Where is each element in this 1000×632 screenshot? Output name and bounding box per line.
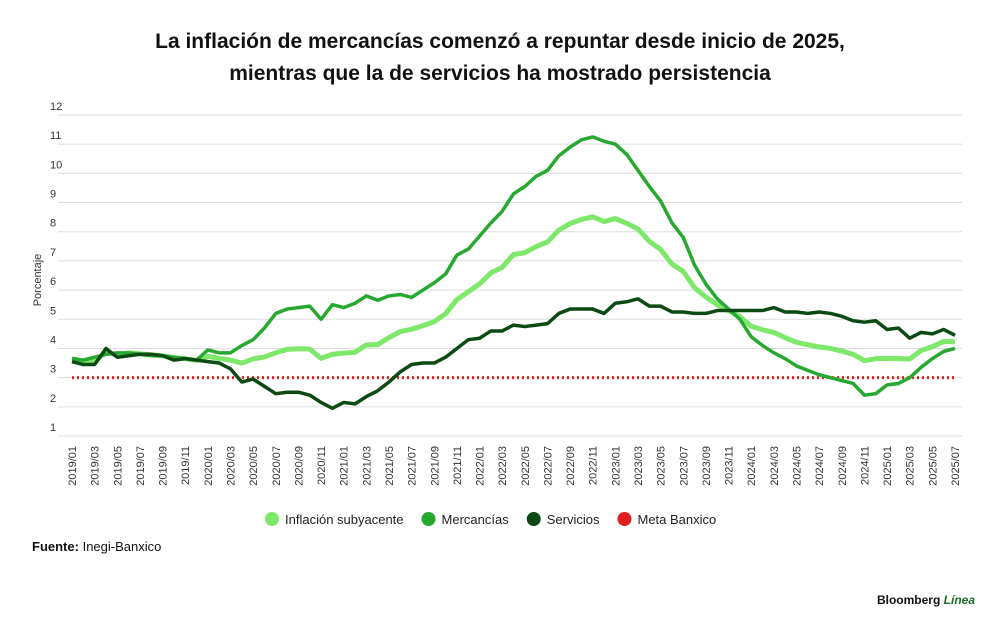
- y-tick-label: 1: [50, 422, 56, 434]
- y-tick-label: 2: [50, 393, 56, 405]
- x-tick-label: 2020/03: [225, 446, 237, 486]
- x-tick-label: 2024/09: [837, 446, 849, 486]
- x-tick-label: 2019/09: [158, 446, 170, 486]
- x-tick-label: 2022/09: [565, 446, 577, 486]
- legend-marker: [526, 512, 541, 526]
- y-tick-label: 11: [50, 130, 61, 142]
- y-tick-label: 9: [50, 189, 56, 201]
- x-tick-label: 2023/01: [610, 446, 622, 486]
- y-tick-label: 4: [50, 334, 56, 346]
- x-tick-label: 2024/05: [792, 446, 804, 486]
- brand-name: Bloomberg: [877, 593, 940, 607]
- x-tick-label: 2023/05: [656, 446, 668, 486]
- y-tick-label: 8: [50, 218, 56, 230]
- x-tick-label: 2025/03: [905, 446, 917, 486]
- x-tick-label: 2020/01: [203, 446, 215, 486]
- legend-label: Mercancías: [442, 512, 510, 527]
- x-tick-label: 2020/07: [271, 446, 283, 486]
- y-tick-label: 3: [50, 364, 56, 376]
- y-tick-label: 5: [50, 305, 56, 317]
- x-tick-label: 2019/03: [90, 446, 102, 486]
- x-tick-label: 2021/07: [407, 446, 419, 486]
- series-line: [71, 297, 956, 411]
- legend-label: Inflación subyacente: [285, 512, 404, 527]
- x-tick-label: 2025/07: [950, 446, 962, 486]
- legend: Inflación subyacente Mercancías Servicios M…: [265, 512, 716, 527]
- brand-logo: Bloomberg Línea: [877, 593, 975, 607]
- x-tick-label: 2024/11: [859, 446, 871, 485]
- x-tick-label: 2022/11: [588, 446, 600, 485]
- x-tick-label: 2022/01: [475, 446, 487, 486]
- x-tick-label: 2025/01: [882, 446, 894, 486]
- x-tick-label: 2021/05: [384, 446, 396, 486]
- x-tick-label: 2021/01: [339, 446, 351, 486]
- x-tick-label: 2022/07: [542, 446, 554, 486]
- x-tick-label: 2019/05: [112, 446, 124, 486]
- x-tick-label: 2025/05: [927, 446, 939, 486]
- x-tick-label: 2021/03: [361, 446, 373, 486]
- x-tick-label: 2024/03: [769, 446, 781, 486]
- x-tick-label: 2019/01: [67, 446, 79, 486]
- x-tick-label: 2021/11: [452, 446, 464, 485]
- series-line: [71, 135, 956, 397]
- y-tick-label: 6: [50, 276, 56, 288]
- y-tick-label: 10: [50, 159, 62, 171]
- y-axis-label: Porcentaje: [32, 254, 44, 307]
- legend-label: Servicios: [547, 512, 600, 527]
- y-tick-label: 7: [50, 247, 56, 259]
- x-tick-label: 2021/09: [429, 446, 441, 486]
- x-tick-label: 2022/03: [497, 446, 509, 486]
- x-tick-label: 2023/09: [701, 446, 713, 486]
- chart-title: mientras que la de servicios ha mostrado…: [229, 62, 771, 85]
- x-tick-label: 2019/07: [135, 446, 147, 486]
- x-tick-label: 2022/05: [520, 446, 532, 486]
- series-line: [71, 214, 956, 366]
- x-tick-label: 2024/01: [746, 446, 758, 486]
- x-tick-label: 2023/07: [678, 446, 690, 486]
- y-tick-label: 12: [50, 101, 62, 113]
- legend-marker: [617, 512, 632, 526]
- legend-marker: [421, 512, 436, 526]
- x-tick-label: 2020/05: [248, 446, 260, 486]
- x-tick-label: 2023/03: [633, 446, 645, 486]
- chart-title: La inflación de mercancías comenzó a rep…: [155, 30, 845, 53]
- legend-label: Meta Banxico: [637, 512, 716, 527]
- source-label: Fuente:: [32, 539, 79, 554]
- brand-sub: Línea: [944, 593, 976, 607]
- x-tick-label: 2020/09: [293, 446, 305, 486]
- x-tick-label: 2024/07: [814, 446, 826, 486]
- source: Fuente: Inegi-Banxico: [32, 539, 161, 554]
- x-tick-label: 2023/11: [724, 446, 736, 485]
- x-tick-label: 2020/11: [316, 446, 328, 485]
- source-text: Inegi-Banxico: [83, 539, 162, 554]
- legend-marker: [265, 512, 279, 526]
- x-tick-label: 2019/11: [180, 446, 192, 485]
